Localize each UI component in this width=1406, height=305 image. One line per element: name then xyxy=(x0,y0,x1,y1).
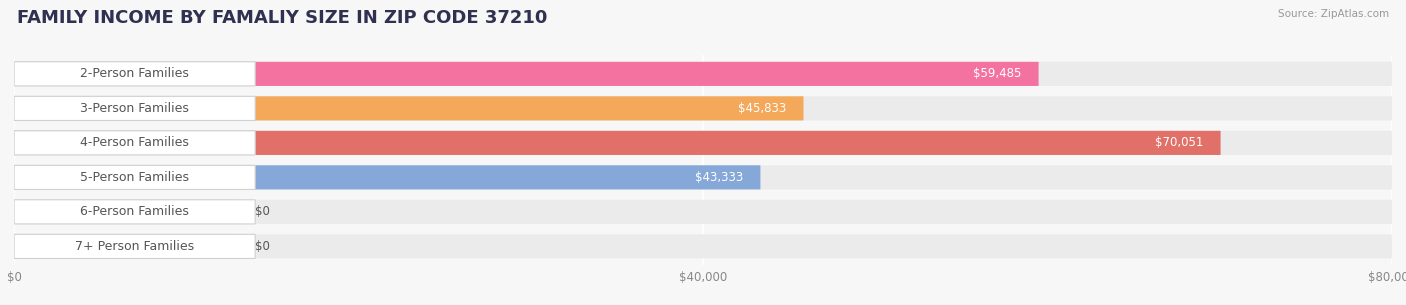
FancyBboxPatch shape xyxy=(14,62,256,86)
Text: $70,051: $70,051 xyxy=(1154,136,1204,149)
Text: 3-Person Families: 3-Person Families xyxy=(80,102,188,115)
FancyBboxPatch shape xyxy=(14,234,238,258)
FancyBboxPatch shape xyxy=(14,165,1392,189)
Text: $45,833: $45,833 xyxy=(738,102,786,115)
FancyBboxPatch shape xyxy=(14,96,256,120)
Text: $43,333: $43,333 xyxy=(695,171,744,184)
FancyBboxPatch shape xyxy=(14,200,256,224)
FancyBboxPatch shape xyxy=(14,96,803,120)
FancyBboxPatch shape xyxy=(14,234,256,258)
FancyBboxPatch shape xyxy=(14,234,1392,258)
Text: Source: ZipAtlas.com: Source: ZipAtlas.com xyxy=(1278,9,1389,19)
Text: FAMILY INCOME BY FAMALIY SIZE IN ZIP CODE 37210: FAMILY INCOME BY FAMALIY SIZE IN ZIP COD… xyxy=(17,9,547,27)
FancyBboxPatch shape xyxy=(14,131,256,155)
FancyBboxPatch shape xyxy=(14,96,1392,120)
FancyBboxPatch shape xyxy=(14,200,238,224)
FancyBboxPatch shape xyxy=(14,165,761,189)
FancyBboxPatch shape xyxy=(14,62,1039,86)
Text: $0: $0 xyxy=(256,205,270,218)
Text: 2-Person Families: 2-Person Families xyxy=(80,67,188,81)
FancyBboxPatch shape xyxy=(14,62,1392,86)
FancyBboxPatch shape xyxy=(14,131,1220,155)
Text: $59,485: $59,485 xyxy=(973,67,1021,81)
FancyBboxPatch shape xyxy=(14,165,256,189)
Text: 4-Person Families: 4-Person Families xyxy=(80,136,188,149)
Text: $0: $0 xyxy=(256,240,270,253)
Text: 6-Person Families: 6-Person Families xyxy=(80,205,188,218)
FancyBboxPatch shape xyxy=(14,200,1392,224)
Text: 7+ Person Families: 7+ Person Families xyxy=(75,240,194,253)
FancyBboxPatch shape xyxy=(14,131,1392,155)
Text: 5-Person Families: 5-Person Families xyxy=(80,171,190,184)
